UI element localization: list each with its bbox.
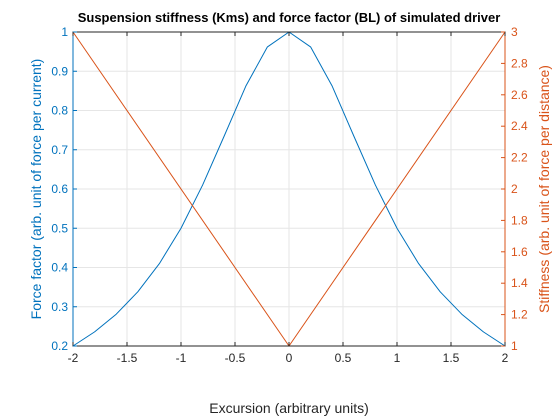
y-right-tick-label: 1.6: [511, 245, 528, 259]
x-tick-label: -2: [68, 351, 79, 365]
y-left-tick-label: 0.6: [51, 182, 68, 196]
y-axis-left-label: Force factor (arb. unit of force per cur…: [28, 59, 44, 320]
y-right-tick-label: 1.2: [511, 308, 528, 322]
x-tick-label: -1: [176, 351, 187, 365]
y-right-tick-label: 3: [511, 25, 518, 39]
y-right-tick-label: 1.4: [511, 276, 528, 290]
y-axis-right-label: Stiffness (arb. unit of force per distan…: [536, 65, 552, 313]
x-tick-label: -0.5: [225, 351, 246, 365]
x-tick-label: 0: [286, 351, 293, 365]
x-tick-label: 2: [502, 351, 509, 365]
y-right-tick-label: 1: [511, 339, 518, 353]
y-left-tick-label: 0.2: [51, 339, 68, 353]
y-left-tick-label: 0.3: [51, 300, 68, 314]
x-axis-label: Excursion (arbitrary units): [209, 400, 369, 416]
y-right-tick-label: 2.8: [511, 56, 528, 70]
y-left-tick-label: 0.4: [51, 261, 68, 275]
y-left-tick-label: 0.9: [51, 64, 68, 78]
y-left-tick-label: 1: [61, 25, 68, 39]
y-right-tick-label: 2.2: [511, 151, 528, 165]
x-tick-label: -1.5: [117, 351, 138, 365]
chart-title: Suspension stiffness (Kms) and force fac…: [78, 10, 501, 25]
x-tick-label: 0.5: [335, 351, 352, 365]
y-right-tick-label: 2.6: [511, 88, 528, 102]
y-left-tick-label: 0.8: [51, 104, 68, 118]
axis-ticks: -2 -1.5 -1 -0.5 0 0.5 1 1.5 2 0.2 0.3 0.4 0.5 0.6 0.7 0…: [51, 25, 528, 365]
y-right-tick-label: 2: [511, 182, 518, 196]
y-left-tick-label: 0.5: [51, 221, 68, 235]
y-right-tick-label: 1.8: [511, 213, 528, 227]
y-left-tick-label: 0.7: [51, 143, 68, 157]
x-tick-label: 1: [394, 351, 401, 365]
x-tick-label: 1.5: [443, 351, 460, 365]
y-right-tick-label: 2.4: [511, 119, 528, 133]
